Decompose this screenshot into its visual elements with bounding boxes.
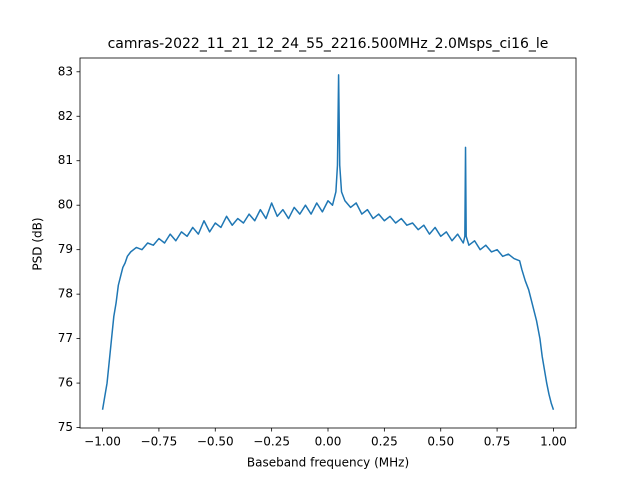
- x-tick-label: 0.50: [427, 435, 454, 449]
- y-tick-label: 81: [58, 153, 73, 167]
- y-tick-label: 80: [58, 198, 73, 212]
- x-axis-label: Baseband frequency (MHz): [247, 456, 409, 470]
- y-tick-label: 76: [58, 376, 73, 390]
- x-tick-label: −1.00: [84, 435, 121, 449]
- axes-frame: [79, 57, 577, 429]
- data-line: [101, 74, 555, 411]
- y-tick-label: 77: [58, 331, 73, 345]
- x-tick-label: −0.25: [253, 435, 290, 449]
- x-tick-label: 0.75: [484, 435, 511, 449]
- x-tick-label: 1.00: [540, 435, 567, 449]
- chart-title: camras-2022_11_21_12_24_55_2216.500MHz_2…: [108, 36, 549, 52]
- y-axis-label: PSD (dB): [31, 217, 45, 270]
- y-tick-label: 75: [58, 420, 73, 434]
- y-tick-label: 83: [58, 64, 73, 78]
- x-tick-label: −0.50: [197, 435, 234, 449]
- x-tick-label: 0.25: [371, 435, 398, 449]
- y-tick-label: 78: [58, 287, 73, 301]
- x-tick-label: 0.00: [315, 435, 342, 449]
- x-tick-label: −0.75: [141, 435, 178, 449]
- y-tick-label: 82: [58, 109, 73, 123]
- y-tick-label: 79: [58, 242, 73, 256]
